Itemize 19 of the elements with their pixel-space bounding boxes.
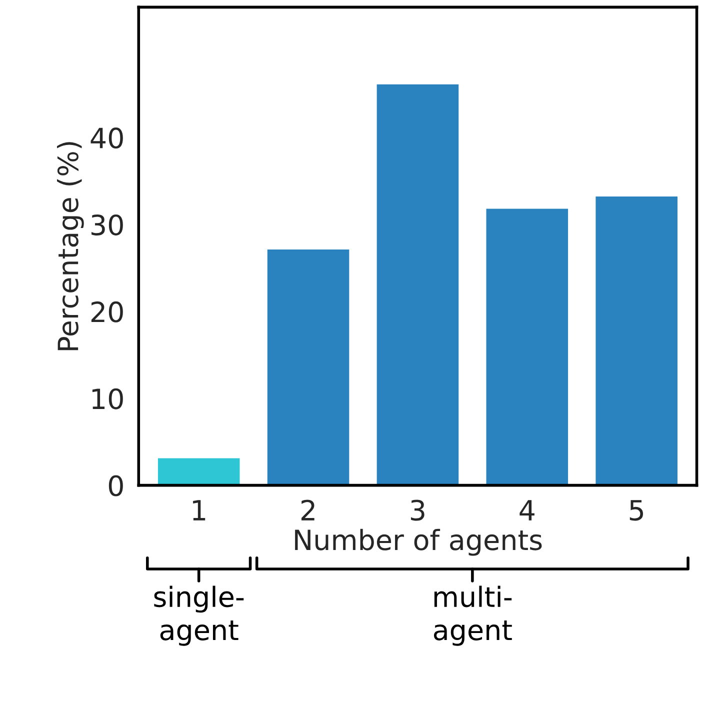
y-tick-label: 30 (92, 214, 123, 236)
y-tick-label: 20 (91, 301, 123, 322)
x-tick-label: 4 (520, 500, 534, 520)
x-tick-label: 1 (193, 500, 206, 520)
y-tick-label: 0 (108, 475, 123, 496)
text: multi- agent (434, 586, 512, 646)
bar (594, 195, 679, 486)
bar (484, 207, 570, 486)
x-axis-title: Number of agents (295, 528, 542, 556)
text: single- agent (154, 586, 244, 646)
x-tick-label: 2 (301, 500, 314, 520)
x-tick-label: 3 (410, 500, 424, 521)
bar (156, 456, 242, 486)
x-tick-label: 5 (630, 500, 643, 521)
y-tick-label: 10 (92, 388, 123, 410)
bar (266, 248, 351, 486)
y-axis-title: Percentage (%) (57, 142, 84, 350)
y-tick-label: 40 (90, 128, 123, 149)
bar (375, 82, 460, 486)
